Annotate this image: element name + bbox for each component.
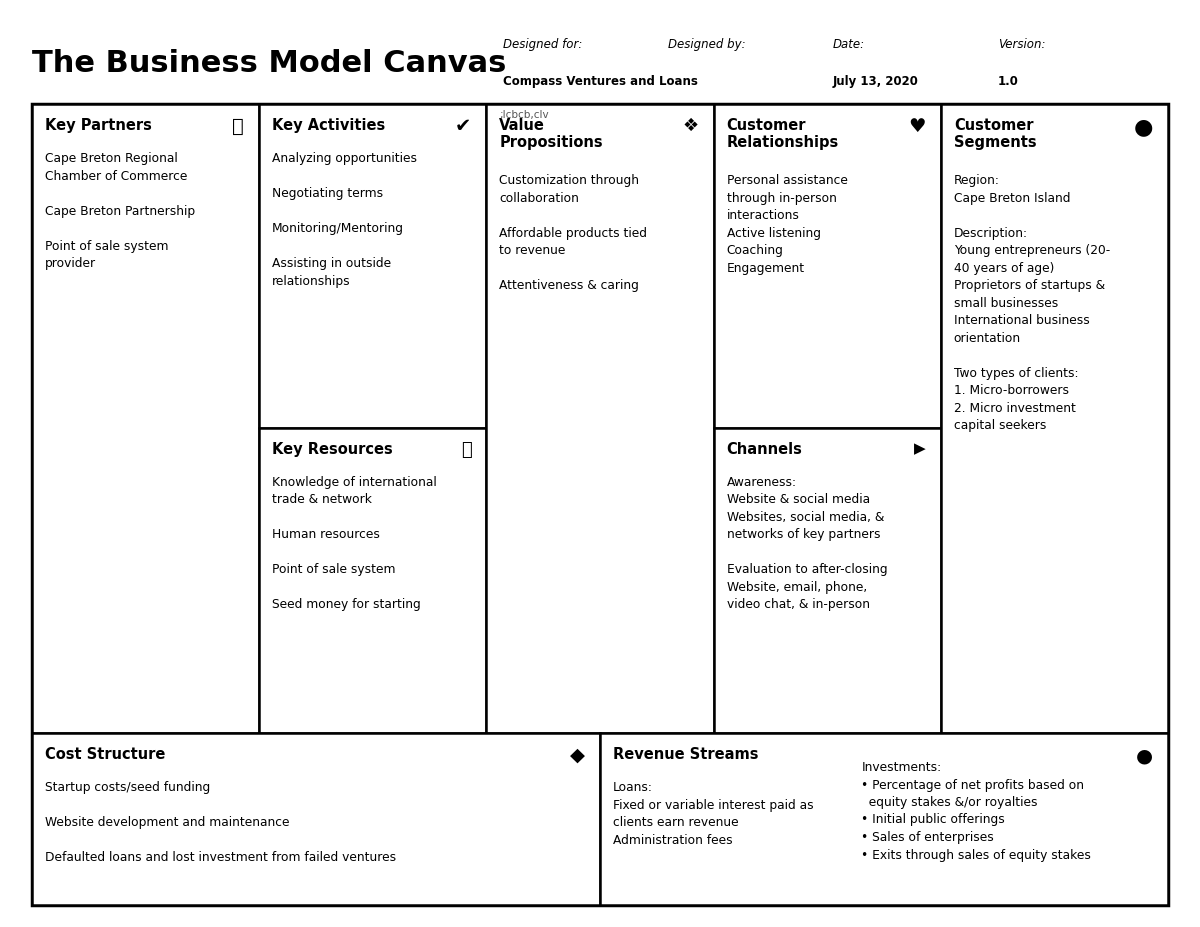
Text: ●: ●	[1134, 117, 1153, 137]
Bar	[259, 428, 486, 733]
Text: Customization through
collaboration

Affordable products tied
to revenue

Attent: Customization through collaboration Affo…	[499, 174, 647, 292]
Text: Compass Ventures and Loans: Compass Ventures and Loans	[504, 74, 698, 87]
Text: ▶: ▶	[914, 441, 926, 456]
Text: Awareness:
Website & social media
Websites, social media, &
networks of key part: Awareness: Website & social media Websit…	[726, 476, 887, 612]
Text: Revenue Streams: Revenue Streams	[613, 747, 758, 762]
Text: ⛓: ⛓	[233, 117, 245, 136]
Text: ❖: ❖	[683, 117, 698, 135]
Text: Customer
Segments: Customer Segments	[954, 118, 1037, 150]
Text: ◆: ◆	[570, 746, 586, 765]
Text: Channels: Channels	[726, 442, 803, 457]
Bar	[600, 733, 1168, 905]
Text: Personal assistance
through in-person
interactions
Active listening
Coaching
Eng: Personal assistance through in-person in…	[726, 174, 847, 274]
Bar	[259, 104, 486, 428]
Text: 1.0: 1.0	[997, 74, 1019, 87]
Text: Cost Structure: Cost Structure	[46, 747, 166, 762]
Text: Region:
Cape Breton Island

Description:
Young entrepreneurs (20-
40 years of ag: Region: Cape Breton Island Description: …	[954, 174, 1110, 432]
Bar	[32, 733, 600, 905]
Text: Loans:
Fixed or variable interest paid as
clients earn revenue
Administration fe: Loans: Fixed or variable interest paid a…	[613, 781, 814, 846]
Bar	[714, 104, 941, 428]
Text: ✔: ✔	[455, 117, 472, 136]
Text: Startup costs/seed funding

Website development and maintenance

Defaulted loans: Startup costs/seed funding Website devel…	[46, 781, 396, 864]
Text: Customer
Relationships: Customer Relationships	[726, 118, 839, 150]
Text: Designed by:: Designed by:	[668, 38, 745, 52]
Text: Cape Breton Regional
Chamber of Commerce

Cape Breton Partnership

Point of sale: Cape Breton Regional Chamber of Commerce…	[46, 152, 196, 270]
Text: Value
Propositions: Value Propositions	[499, 118, 604, 150]
Text: The Business Model Canvas: The Business Model Canvas	[32, 48, 506, 78]
Text: Analyzing opportunities

Negotiating terms

Monitoring/Mentoring

Assisting in o: Analyzing opportunities Negotiating term…	[272, 152, 418, 287]
Text: Key Partners: Key Partners	[46, 118, 152, 133]
Bar	[486, 104, 714, 733]
Text: Designed for:: Designed for:	[504, 38, 583, 52]
Text: ●: ●	[1136, 746, 1153, 765]
Text: Date:: Date:	[833, 38, 865, 52]
Bar	[714, 428, 941, 733]
Text: Key Resources: Key Resources	[272, 442, 392, 457]
Text: July 13, 2020: July 13, 2020	[833, 74, 919, 87]
Bar	[32, 104, 1168, 905]
Bar	[941, 104, 1168, 733]
Text: ⛏: ⛏	[461, 441, 472, 459]
Text: Investments:
• Percentage of net profits based on
  equity stakes &/or royalties: Investments: • Percentage of net profits…	[862, 761, 1091, 861]
Text: Key Activities: Key Activities	[272, 118, 385, 133]
Bar	[32, 104, 259, 733]
Text: ♥: ♥	[908, 117, 926, 136]
Text: Knowledge of international
trade & network

Human resources

Point of sale syste: Knowledge of international trade & netwo…	[272, 476, 437, 612]
Text: Version:: Version:	[997, 38, 1045, 52]
Text: ;lcbcb,clv: ;lcbcb,clv	[499, 110, 550, 120]
